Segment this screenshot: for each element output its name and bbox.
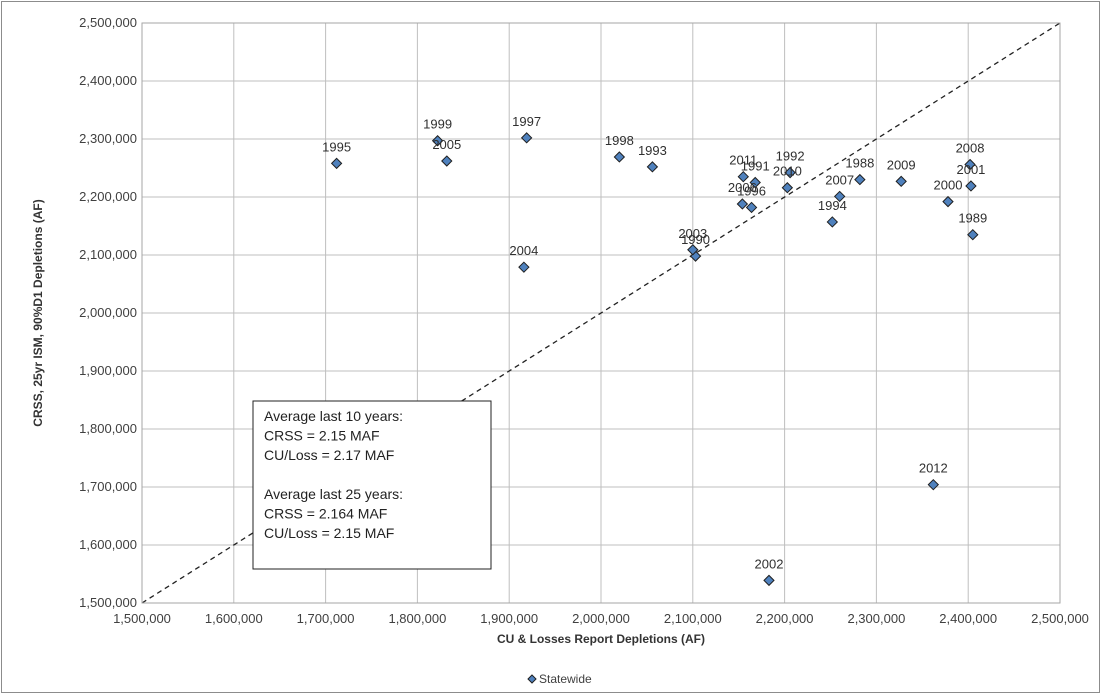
x-tick-label: 1,500,000 — [113, 611, 171, 626]
y-tick-label: 2,000,000 — [79, 305, 137, 320]
legend: Statewide — [527, 672, 592, 686]
data-point-2012 — [927, 478, 940, 491]
point-label-1990: 1990 — [681, 232, 710, 247]
point-label-1997: 1997 — [512, 114, 541, 129]
data-point-1993 — [646, 161, 659, 173]
point-label-2002: 2002 — [755, 556, 784, 571]
x-tick-label: 2,300,000 — [847, 611, 905, 626]
point-label-2006: 2006 — [728, 180, 757, 195]
y-axis-title: CRSS, 25yr ISM, 90%D1 Depletions (AF) — [31, 199, 45, 426]
plot-border-group — [141, 22, 1061, 604]
point-label-1995: 1995 — [322, 139, 351, 154]
annotation-box-border — [252, 400, 492, 570]
plot-area-border — [141, 22, 1061, 604]
y-tick-label: 2,200,000 — [79, 189, 137, 204]
point-label-1999: 1999 — [423, 117, 452, 132]
data-point-2010 — [781, 182, 794, 194]
annotation-box: Average last 10 years: CRSS = 2.15 MAF CU/… — [252, 400, 492, 570]
point-label-1994: 1994 — [818, 198, 847, 213]
y-tick-label: 1,600,000 — [79, 537, 137, 552]
point-label-1988: 1988 — [845, 156, 874, 171]
data-point-1991 — [749, 176, 761, 189]
x-tick-label: 2,000,000 — [572, 611, 630, 626]
y-tick-label: 2,300,000 — [79, 131, 137, 146]
data-point-2003 — [687, 244, 699, 256]
x-tick-label: 2,100,000 — [664, 611, 722, 626]
x-tick-label: 1,700,000 — [297, 611, 355, 626]
point-label-2011: 2011 — [729, 153, 757, 168]
point-label-2010: 2010 — [773, 164, 802, 179]
y-tick-label: 1,800,000 — [79, 421, 137, 436]
annotation-line: Average last 25 years: — [264, 486, 403, 502]
y-tick-labels: 1,500,000 1,600,000 1,700,000 1,800,000 1,90… — [79, 15, 137, 610]
point-label-2000: 2000 — [934, 178, 963, 193]
x-tick-label: 1,600,000 — [205, 611, 263, 626]
data-point-1992 — [784, 166, 796, 179]
data-point-1997 — [520, 132, 533, 144]
point-label-1989: 1989 — [958, 211, 987, 226]
x-tick-label: 1,900,000 — [480, 611, 538, 626]
data-point-1996 — [745, 201, 758, 214]
point-label-2003: 2003 — [678, 226, 707, 241]
annotation-line: CU/Loss = 2.15 MAF — [264, 525, 394, 541]
point-labels: 1988 1989 1990 1991 1992 1993 1994 1995 1996 1997… — [322, 114, 987, 572]
x-tick-label: 2,400,000 — [939, 611, 997, 626]
point-label-2007: 2007 — [825, 172, 854, 187]
point-label-2004: 2004 — [509, 243, 538, 258]
y-tick-label: 1,700,000 — [79, 479, 137, 494]
annotation-line: CU/Loss = 2.17 MAF — [264, 447, 394, 463]
data-points — [330, 132, 979, 587]
y-tick-label: 1,500,000 — [79, 595, 137, 610]
y-tick-label: 1,900,000 — [79, 363, 137, 378]
data-point-2008 — [964, 158, 976, 171]
data-point-2001 — [965, 180, 977, 192]
y-tick-label: 2,100,000 — [79, 247, 137, 262]
x-axis-title: CU & Losses Report Depletions (AF) — [497, 632, 705, 646]
y-tick-label: 2,500,000 — [79, 15, 137, 30]
point-label-1996: 1996 — [737, 183, 766, 198]
data-point-1999 — [431, 135, 444, 147]
x-tick-label: 1,800,000 — [388, 611, 446, 626]
data-point-2006 — [736, 198, 749, 210]
data-point-1989 — [967, 228, 979, 241]
data-point-1995 — [330, 157, 343, 170]
legend-label: Statewide — [539, 672, 592, 686]
point-label-1993: 1993 — [638, 143, 667, 158]
x-tick-label: 2,200,000 — [756, 611, 814, 626]
data-point-2005 — [441, 155, 453, 167]
x-tick-label: 2,500,000 — [1031, 611, 1089, 626]
data-point-2011 — [737, 170, 749, 183]
data-point-2002 — [763, 574, 775, 587]
legend-marker — [527, 674, 537, 684]
point-label-2009: 2009 — [887, 157, 916, 172]
point-label-1998: 1998 — [605, 133, 634, 148]
y-tick-label: 2,400,000 — [79, 73, 137, 88]
point-label-2012: 2012 — [919, 461, 948, 476]
annotation-line: CRSS = 2.15 MAF — [264, 428, 380, 444]
data-point-1988 — [854, 173, 866, 186]
point-label-2008: 2008 — [956, 141, 985, 156]
point-label-2001: 2001 — [956, 162, 985, 177]
annotation-line: Average last 10 years: — [264, 408, 403, 424]
data-point-2004 — [518, 261, 530, 273]
x-tick-labels: 1,500,000 1,600,000 1,700,000 1,800,000 1,90… — [113, 611, 1089, 626]
point-label-1991: 1991 — [741, 159, 770, 174]
point-label-2005: 2005 — [432, 137, 461, 152]
data-point-2009 — [895, 175, 907, 188]
data-point-2000 — [942, 195, 954, 208]
annotation-line: CRSS = 2.164 MAF — [264, 506, 387, 522]
data-point-2007 — [833, 190, 846, 203]
point-label-1992: 1992 — [776, 149, 805, 164]
data-point-1994 — [826, 216, 839, 228]
data-point-1998 — [613, 151, 626, 163]
